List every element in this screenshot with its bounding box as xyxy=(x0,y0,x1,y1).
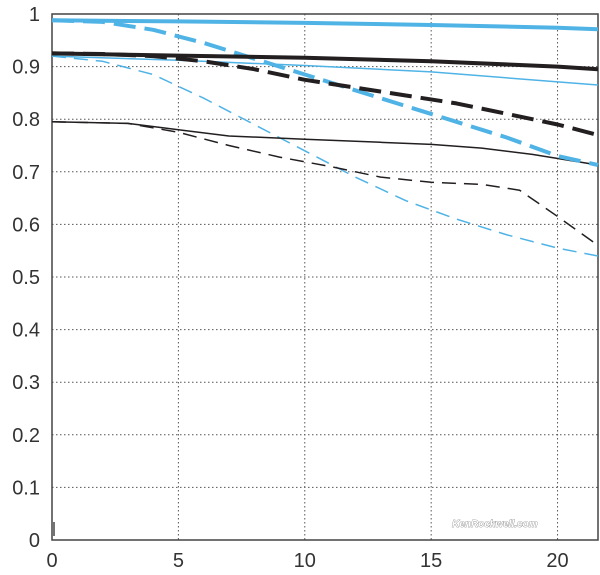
y-tick-label: 0.7 xyxy=(12,162,40,184)
y-tick-label: 0.5 xyxy=(12,267,40,289)
series-blue-thin-dashed xyxy=(51,55,599,257)
tick-labels: 00.10.20.30.40.50.60.70.80.910 5 10 15 20 xyxy=(12,4,568,572)
series-black-thin-solid xyxy=(51,121,599,166)
series-blue-thick-solid xyxy=(51,18,599,32)
y-tick-label: 0.8 xyxy=(12,109,40,131)
grid xyxy=(51,13,599,541)
y-tick-label: 0.3 xyxy=(12,372,40,394)
series-blue-thin-solid xyxy=(51,55,599,86)
series-blue-thick-dashed xyxy=(51,18,599,167)
x-tick-label: 20 xyxy=(546,550,568,572)
x-tick-label: 10 xyxy=(294,550,316,572)
x-tick-label: 5 xyxy=(173,550,184,572)
y-tick-label: 0.9 xyxy=(12,57,40,79)
y-tick-label: 0.4 xyxy=(12,320,40,342)
y-tick-label: 0 xyxy=(29,530,40,552)
y-tick-label: 0.6 xyxy=(12,214,40,236)
y-tick-label: 0.2 xyxy=(12,425,40,447)
plot-frame xyxy=(51,13,599,541)
series-black-thick-dashed xyxy=(51,51,599,137)
y-tick-label: 1 xyxy=(29,4,40,26)
y-tick-label: 0.1 xyxy=(12,477,40,499)
series-black-thin-dashed xyxy=(51,121,599,247)
x-tick-label: 0 xyxy=(46,550,57,572)
series-group xyxy=(51,18,599,257)
x-tick-label: 15 xyxy=(420,550,442,572)
watermark: KenRockwell.com xyxy=(452,519,538,530)
